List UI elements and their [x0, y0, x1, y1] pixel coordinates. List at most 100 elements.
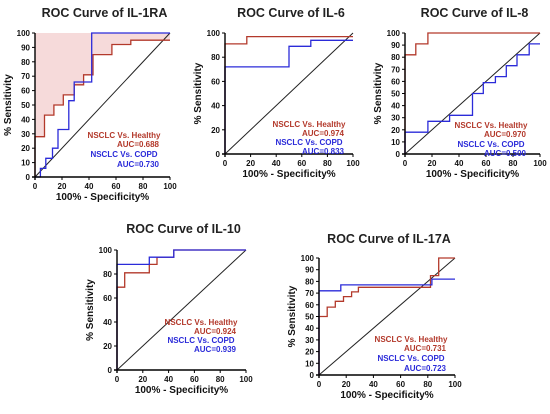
y-tick-label: 60: [211, 77, 220, 86]
x-tick-label: 100: [533, 159, 547, 168]
x-tick-label: 20: [246, 159, 255, 168]
y-axis-label: % Sensitivity: [373, 62, 384, 124]
reference-diagonal: [34, 32, 171, 178]
legend-copd-auc: AUC=0.723: [404, 364, 447, 373]
y-tick-label: 40: [305, 324, 314, 333]
y-tick-label: 80: [305, 277, 314, 286]
x-tick-label: 100: [346, 159, 360, 168]
y-tick-label: 100: [207, 29, 221, 38]
roc-panel-2: ROC Curve of IL-8 0 10 20 30 40 50 60 70 80 90 100 0…: [373, 6, 547, 180]
x-tick-label: 80: [509, 159, 518, 168]
y-tick-label: 10: [391, 138, 400, 147]
legend-copd-name: NSCLC Vs. COPD: [90, 150, 157, 159]
legend-healthy-auc: AUC=0.970: [484, 130, 527, 139]
x-tick-label: 80: [423, 380, 432, 389]
x-tick-label: 40: [369, 380, 378, 389]
legend-healthy-name: NSCLC Vs. Healthy: [273, 120, 346, 129]
y-tick-label: 100: [301, 254, 315, 263]
y-tick-label: 50: [305, 313, 314, 322]
x-tick-label: 60: [396, 380, 405, 389]
legend-copd-name: NSCLC Vs. COPD: [457, 140, 524, 149]
y-tick-label: 20: [21, 144, 30, 153]
x-tick-label: 0: [33, 182, 38, 191]
x-tick-label: 0: [317, 380, 322, 389]
y-tick-label: 50: [391, 90, 400, 99]
y-axis-label: % Sensitivity: [3, 74, 14, 136]
y-tick-label: 60: [21, 87, 30, 96]
y-tick-label: 80: [211, 53, 220, 62]
y-tick-label: 90: [391, 41, 400, 50]
legend-copd-name: NSCLC Vs. COPD: [167, 336, 234, 345]
y-tick-label: 40: [21, 115, 30, 124]
y-tick-label: 20: [391, 126, 400, 135]
legend-healthy-name: NSCLC Vs. Healthy: [375, 335, 448, 344]
y-tick-label: 60: [305, 301, 314, 310]
y-tick-label: 20: [103, 342, 112, 351]
legend-healthy-name: NSCLC Vs. Healthy: [165, 318, 238, 327]
y-tick-label: 0: [216, 150, 221, 159]
legend-healthy-name: NSCLC Vs. Healthy: [88, 131, 161, 140]
x-tick-label: 40: [455, 159, 464, 168]
x-tick-label: 0: [223, 159, 228, 168]
y-tick-label: 80: [103, 270, 112, 279]
y-tick-label: 30: [305, 336, 314, 345]
y-tick-label: 0: [26, 173, 31, 182]
y-tick-label: 60: [391, 77, 400, 86]
y-tick-label: 70: [391, 65, 400, 74]
x-tick-label: 20: [342, 380, 351, 389]
y-tick-label: 10: [21, 159, 30, 168]
y-tick-label: 20: [211, 126, 220, 135]
x-axis-label: 100% - Specificity%: [135, 385, 228, 396]
legend-copd-auc: AUC=0.500: [484, 149, 527, 158]
y-tick-label: 80: [21, 58, 30, 67]
roc-panel-4: ROC Curve of IL-17A 0 10 20 30 40 50 60 70 80 90 10…: [287, 232, 462, 401]
y-tick-label: 10: [305, 359, 314, 368]
reference-diagonal: [318, 257, 456, 376]
x-axis-label: 100% - Specificity%: [56, 192, 149, 203]
y-tick-label: 80: [391, 53, 400, 62]
x-tick-label: 60: [112, 182, 121, 191]
y-tick-label: 0: [396, 150, 401, 159]
legend-copd-auc: AUC=0.833: [302, 147, 345, 156]
x-tick-label: 100: [448, 380, 462, 389]
legend-healthy-auc: AUC=0.974: [302, 129, 345, 138]
x-tick-label: 100: [239, 375, 253, 384]
legend-healthy-auc: AUC=0.731: [404, 344, 447, 353]
x-tick-label: 80: [139, 182, 148, 191]
legend-healthy-auc: AUC=0.688: [117, 140, 160, 149]
y-tick-label: 70: [21, 72, 30, 81]
y-tick-label: 40: [211, 102, 220, 111]
x-tick-label: 60: [297, 159, 306, 168]
x-axis-label: 100% - Specificity%: [242, 169, 335, 180]
chart-title: ROC Curve of IL-6: [237, 6, 345, 20]
x-tick-label: 40: [272, 159, 281, 168]
x-axis-label: 100% - Specificity%: [426, 169, 519, 180]
y-tick-label: 100: [17, 29, 31, 38]
reference-diagonal: [224, 32, 354, 155]
x-tick-label: 60: [482, 159, 491, 168]
roc-panel-0: ROC Curve of IL-1RA 0 10 20 30 40 50 60 70 80 90 10…: [3, 6, 177, 203]
y-tick-label: 0: [310, 371, 315, 380]
y-tick-label: 0: [108, 366, 113, 375]
y-axis-label: % Sensitivity: [85, 279, 96, 341]
legend-copd-name: NSCLC Vs. COPD: [377, 354, 444, 363]
series-line-copd: [35, 32, 170, 178]
y-tick-label: 30: [21, 130, 30, 139]
y-tick-label: 70: [305, 289, 314, 298]
x-tick-label: 0: [403, 159, 408, 168]
series-line-healthy: [318, 257, 455, 375]
legend-healthy-name: NSCLC Vs. Healthy: [455, 121, 528, 130]
x-tick-label: 20: [428, 159, 437, 168]
legend-copd-name: NSCLC Vs. COPD: [275, 138, 342, 147]
x-tick-label: 80: [323, 159, 332, 168]
legend-healthy-auc: AUC=0.924: [194, 327, 237, 336]
y-tick-label: 90: [21, 43, 30, 52]
chart-title: ROC Curve of IL-10: [126, 222, 241, 236]
y-tick-label: 90: [305, 266, 314, 275]
x-tick-label: 0: [115, 375, 120, 384]
y-tick-label: 40: [103, 318, 112, 327]
chart-title: ROC Curve of IL-17A: [327, 232, 451, 246]
